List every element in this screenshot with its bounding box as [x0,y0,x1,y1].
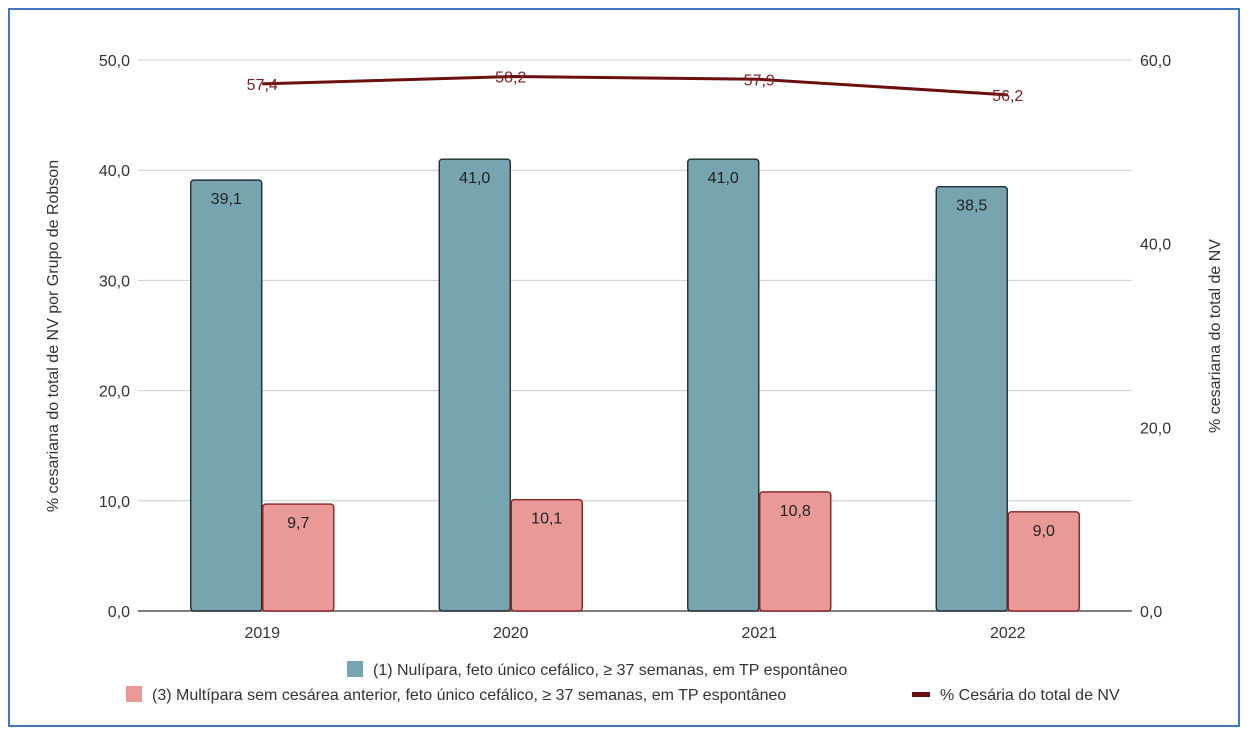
bar [510,498,583,612]
x-tick-label: 2021 [741,625,777,642]
legend-label: (3) Multípara sem cesárea anterior, feto… [152,687,786,704]
legend-swatch [912,692,930,697]
bar-data-label: 38,5 [956,198,987,215]
y-tick-label-left: 20,0 [99,384,130,401]
line-path [262,75,1008,97]
bar-data-label: 9,7 [287,515,309,532]
bar [759,491,832,612]
bars [190,158,1080,612]
y-tick-label-left: 0,0 [108,604,130,621]
y-tick-label-left: 30,0 [99,273,130,290]
y-axis-title-right: % cesariana do total de NV [1207,239,1224,433]
x-tick-label: 2022 [990,625,1026,642]
line-data-label: 58,2 [495,70,526,87]
bar-data-label: 39,1 [211,191,242,208]
data-labels: 39,1 9,7 41,0 10,1 41,0 10,8 38,5 9,0 57,4 58,2 57… [211,70,1055,540]
line-data-label: 57,4 [247,77,278,94]
bar-data-label: 9,0 [1033,523,1055,540]
line-data-label: 57,9 [744,72,775,89]
y-tick-label-left: 10,0 [99,494,130,511]
legend-swatch [347,661,363,677]
y-tick-label-right: 0,0 [1140,604,1162,621]
y-tick-label-left: 40,0 [99,163,130,180]
axes: % cesariana do total de NV por Grupo de … [45,53,1224,642]
x-tick-label: 2019 [244,625,280,642]
bar [687,158,760,612]
bar-data-label: 10,8 [780,503,811,520]
legend-label: % Cesária do total de NV [940,687,1120,704]
legend: (1) Nulípara, feto único cefálico, ≥ 37 … [126,661,1120,704]
bar [935,186,1008,612]
bar-data-label: 41,0 [708,170,739,187]
y-axis-title-left: % cesariana do total de NV por Grupo de … [45,160,62,512]
legend-swatch [126,686,142,702]
line-data-label: 56,2 [992,88,1023,105]
bar [1007,511,1080,612]
bar [438,158,511,612]
legend-label: (1) Nulípara, feto único cefálico, ≥ 37 … [373,662,847,679]
line-series [262,75,1008,97]
bar [262,503,335,612]
x-tick-label: 2020 [493,625,529,642]
y-tick-label-right: 40,0 [1140,237,1171,254]
bar-data-label: 10,1 [531,511,562,528]
bar-data-label: 41,0 [459,170,490,187]
y-tick-label-left: 50,0 [99,53,130,70]
y-tick-label-right: 60,0 [1140,53,1171,70]
y-tick-label-right: 20,0 [1140,420,1171,437]
bar [190,179,263,612]
